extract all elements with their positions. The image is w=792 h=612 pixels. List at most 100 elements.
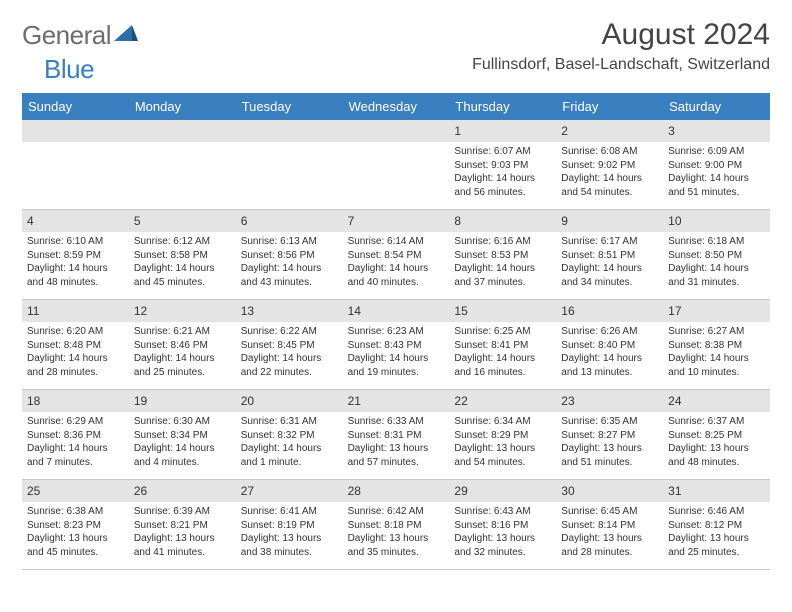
day-number: 23	[556, 390, 663, 412]
day-info: Sunrise: 6:46 AMSunset: 8:12 PMDaylight:…	[668, 505, 766, 559]
day-info: Sunrise: 6:31 AMSunset: 8:32 PMDaylight:…	[241, 415, 339, 469]
location-subtitle: Fullinsdorf, Basel-Landschaft, Switzerla…	[472, 56, 770, 74]
day-info: Sunrise: 6:37 AMSunset: 8:25 PMDaylight:…	[668, 415, 766, 469]
day-info: Sunrise: 6:23 AMSunset: 8:43 PMDaylight:…	[348, 325, 446, 379]
calendar-body: 1 Sunrise: 6:07 AMSunset: 9:03 PMDaylight…	[22, 120, 770, 570]
day-cell: 5 Sunrise: 6:12 AMSunset: 8:58 PMDaylight…	[129, 210, 236, 300]
day-cell: 13 Sunrise: 6:22 AMSunset: 8:45 PMDayligh…	[236, 300, 343, 390]
day-number: 19	[129, 390, 236, 412]
day-number: 15	[449, 300, 556, 322]
day-number	[236, 120, 343, 142]
day-number: 28	[343, 480, 450, 502]
day-number: 13	[236, 300, 343, 322]
day-info: Sunrise: 6:43 AMSunset: 8:16 PMDaylight:…	[454, 505, 552, 559]
day-number: 29	[449, 480, 556, 502]
day-info: Sunrise: 6:22 AMSunset: 8:45 PMDaylight:…	[241, 325, 339, 379]
day-cell: 3 Sunrise: 6:09 AMSunset: 9:00 PMDaylight…	[663, 120, 770, 210]
day-info: Sunrise: 6:20 AMSunset: 8:48 PMDaylight:…	[27, 325, 125, 379]
day-number: 18	[22, 390, 129, 412]
day-cell: 26 Sunrise: 6:39 AMSunset: 8:21 PMDayligh…	[129, 480, 236, 570]
calendar-page: General August 2024 Fullinsdorf, Basel-L…	[0, 0, 792, 580]
weekday-header: Wednesday	[343, 93, 450, 120]
day-cell: 4Sunrise: 6:10 AMSunset: 8:59 PMDaylight…	[22, 210, 129, 300]
day-number: 17	[663, 300, 770, 322]
day-info: Sunrise: 6:12 AMSunset: 8:58 PMDaylight:…	[134, 235, 232, 289]
day-cell: 28 Sunrise: 6:42 AMSunset: 8:18 PMDayligh…	[343, 480, 450, 570]
weekday-header: Friday	[556, 93, 663, 120]
weekday-header-row: SundayMondayTuesdayWednesdayThursdayFrid…	[22, 93, 770, 120]
title-block: August 2024 Fullinsdorf, Basel-Landschaf…	[472, 18, 770, 74]
day-info: Sunrise: 6:42 AMSunset: 8:18 PMDaylight:…	[348, 505, 446, 559]
day-number	[22, 120, 129, 142]
day-cell: 23Sunrise: 6:35 AMSunset: 8:27 PMDayligh…	[556, 390, 663, 480]
day-number: 31	[663, 480, 770, 502]
logo-triangle-icon	[114, 23, 138, 48]
day-info: Sunrise: 6:14 AMSunset: 8:54 PMDaylight:…	[348, 235, 446, 289]
day-number: 7	[343, 210, 450, 232]
day-info: Sunrise: 6:07 AMSunset: 9:03 PMDaylight:…	[454, 145, 552, 199]
day-number: 8	[449, 210, 556, 232]
day-number: 9	[556, 210, 663, 232]
day-cell: 22Sunrise: 6:34 AMSunset: 8:29 PMDayligh…	[449, 390, 556, 480]
empty-cell	[343, 120, 450, 210]
day-cell: 30 Sunrise: 6:45 AMSunset: 8:14 PMDayligh…	[556, 480, 663, 570]
empty-cell	[22, 120, 129, 210]
day-info: Sunrise: 6:39 AMSunset: 8:21 PMDaylight:…	[134, 505, 232, 559]
day-info: Sunrise: 6:26 AMSunset: 8:40 PMDaylight:…	[561, 325, 659, 379]
day-cell: 21Sunrise: 6:33 AMSunset: 8:31 PMDayligh…	[343, 390, 450, 480]
day-number: 24	[663, 390, 770, 412]
day-info: Sunrise: 6:17 AMSunset: 8:51 PMDaylight:…	[561, 235, 659, 289]
day-number	[343, 120, 450, 142]
day-number	[129, 120, 236, 142]
day-info: Sunrise: 6:08 AMSunset: 9:02 PMDaylight:…	[561, 145, 659, 199]
day-number: 10	[663, 210, 770, 232]
day-info: Sunrise: 6:45 AMSunset: 8:14 PMDaylight:…	[561, 505, 659, 559]
day-info: Sunrise: 6:18 AMSunset: 8:50 PMDaylight:…	[668, 235, 766, 289]
day-number: 22	[449, 390, 556, 412]
day-number: 20	[236, 390, 343, 412]
day-info: Sunrise: 6:25 AMSunset: 8:41 PMDaylight:…	[454, 325, 552, 379]
day-number: 3	[663, 120, 770, 142]
weekday-header: Thursday	[449, 93, 556, 120]
weekday-header: Monday	[129, 93, 236, 120]
day-cell: 17 Sunrise: 6:27 AMSunset: 8:38 PMDayligh…	[663, 300, 770, 390]
day-cell: 27 Sunrise: 6:41 AMSunset: 8:19 PMDayligh…	[236, 480, 343, 570]
day-number: 14	[343, 300, 450, 322]
day-info: Sunrise: 6:29 AMSunset: 8:36 PMDaylight:…	[27, 415, 125, 469]
day-cell: 12 Sunrise: 6:21 AMSunset: 8:46 PMDayligh…	[129, 300, 236, 390]
day-number: 6	[236, 210, 343, 232]
day-number: 21	[343, 390, 450, 412]
day-info: Sunrise: 6:09 AMSunset: 9:00 PMDaylight:…	[668, 145, 766, 199]
day-cell: 14 Sunrise: 6:23 AMSunset: 8:43 PMDayligh…	[343, 300, 450, 390]
day-info: Sunrise: 6:41 AMSunset: 8:19 PMDaylight:…	[241, 505, 339, 559]
day-info: Sunrise: 6:10 AMSunset: 8:59 PMDaylight:…	[27, 235, 125, 289]
day-number: 25	[22, 480, 129, 502]
weekday-header: Tuesday	[236, 93, 343, 120]
day-info: Sunrise: 6:21 AMSunset: 8:46 PMDaylight:…	[134, 325, 232, 379]
calendar: SundayMondayTuesdayWednesdayThursdayFrid…	[22, 93, 770, 570]
day-cell: 11Sunrise: 6:20 AMSunset: 8:48 PMDayligh…	[22, 300, 129, 390]
day-number: 26	[129, 480, 236, 502]
logo-word1: General	[22, 20, 111, 51]
logo-word2: Blue	[44, 54, 94, 85]
day-number: 27	[236, 480, 343, 502]
day-number: 1	[449, 120, 556, 142]
logo: General	[22, 20, 141, 51]
weekday-header: Saturday	[663, 93, 770, 120]
day-cell: 24 Sunrise: 6:37 AMSunset: 8:25 PMDayligh…	[663, 390, 770, 480]
day-cell: 18 Sunrise: 6:29 AMSunset: 8:36 PMDayligh…	[22, 390, 129, 480]
day-cell: 9 Sunrise: 6:17 AMSunset: 8:51 PMDaylight…	[556, 210, 663, 300]
day-number: 12	[129, 300, 236, 322]
day-number: 30	[556, 480, 663, 502]
day-info: Sunrise: 6:16 AMSunset: 8:53 PMDaylight:…	[454, 235, 552, 289]
day-cell: 6Sunrise: 6:13 AMSunset: 8:56 PMDaylight…	[236, 210, 343, 300]
day-info: Sunrise: 6:27 AMSunset: 8:38 PMDaylight:…	[668, 325, 766, 379]
day-info: Sunrise: 6:30 AMSunset: 8:34 PMDaylight:…	[134, 415, 232, 469]
day-number: 5	[129, 210, 236, 232]
empty-cell	[236, 120, 343, 210]
day-cell: 10 Sunrise: 6:18 AMSunset: 8:50 PMDayligh…	[663, 210, 770, 300]
day-cell: 29 Sunrise: 6:43 AMSunset: 8:16 PMDayligh…	[449, 480, 556, 570]
day-number: 16	[556, 300, 663, 322]
month-title: August 2024	[472, 18, 770, 52]
day-cell: 31 Sunrise: 6:46 AMSunset: 8:12 PMDayligh…	[663, 480, 770, 570]
